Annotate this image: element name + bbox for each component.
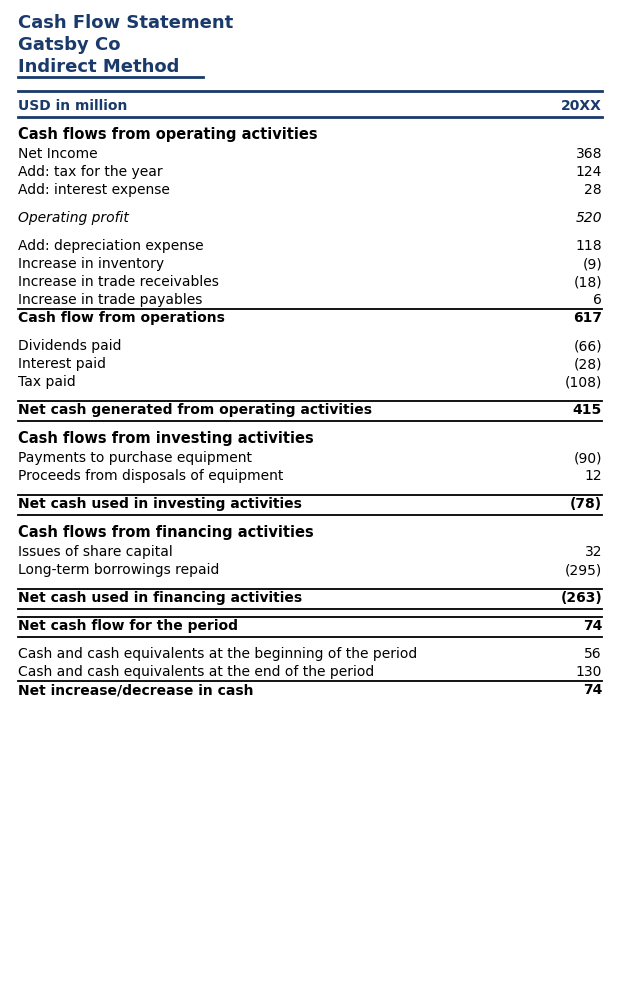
Text: 56: 56 [585, 647, 602, 661]
Text: Cash and cash equivalents at the beginning of the period: Cash and cash equivalents at the beginni… [18, 647, 417, 661]
Text: (90): (90) [574, 451, 602, 465]
Text: Tax paid: Tax paid [18, 375, 76, 389]
Text: Add: depreciation expense: Add: depreciation expense [18, 239, 203, 253]
Text: 32: 32 [585, 545, 602, 559]
Text: Net Income: Net Income [18, 147, 97, 161]
Text: Increase in trade receivables: Increase in trade receivables [18, 275, 219, 289]
Text: (295): (295) [565, 563, 602, 577]
Text: USD in million: USD in million [18, 99, 127, 113]
Text: Operating profit: Operating profit [18, 211, 129, 225]
Text: 6: 6 [593, 293, 602, 307]
Text: Gatsby Co: Gatsby Co [18, 36, 120, 54]
Text: 415: 415 [573, 403, 602, 417]
Text: (263): (263) [560, 591, 602, 605]
Text: Cash flows from financing activities: Cash flows from financing activities [18, 525, 314, 540]
Text: (78): (78) [570, 497, 602, 511]
Text: 118: 118 [575, 239, 602, 253]
Text: 12: 12 [585, 469, 602, 483]
Text: Long-term borrowings repaid: Long-term borrowings repaid [18, 563, 219, 577]
Text: (28): (28) [574, 357, 602, 371]
Text: Add: tax for the year: Add: tax for the year [18, 165, 162, 179]
Text: Payments to purchase equipment: Payments to purchase equipment [18, 451, 252, 465]
Text: Cash Flow Statement: Cash Flow Statement [18, 14, 233, 32]
Text: 124: 124 [575, 165, 602, 179]
Text: 74: 74 [583, 619, 602, 633]
Text: 617: 617 [573, 311, 602, 325]
Text: Net cash generated from operating activities: Net cash generated from operating activi… [18, 403, 372, 417]
Text: Dividends paid: Dividends paid [18, 339, 122, 353]
Text: Net cash used in financing activities: Net cash used in financing activities [18, 591, 302, 605]
Text: (108): (108) [565, 375, 602, 389]
Text: (18): (18) [574, 275, 602, 289]
Text: 520: 520 [575, 211, 602, 225]
Text: 28: 28 [585, 183, 602, 197]
Text: Net cash used in investing activities: Net cash used in investing activities [18, 497, 302, 511]
Text: Cash flows from operating activities: Cash flows from operating activities [18, 127, 317, 142]
Text: (9): (9) [582, 257, 602, 271]
Text: Cash and cash equivalents at the end of the period: Cash and cash equivalents at the end of … [18, 665, 374, 679]
Text: Net cash flow for the period: Net cash flow for the period [18, 619, 238, 633]
Text: Increase in inventory: Increase in inventory [18, 257, 164, 271]
Text: (66): (66) [574, 339, 602, 353]
Text: Cash flow from operations: Cash flow from operations [18, 311, 225, 325]
Text: Issues of share capital: Issues of share capital [18, 545, 173, 559]
Text: 20XX: 20XX [561, 99, 602, 113]
Text: Indirect Method: Indirect Method [18, 58, 179, 76]
Text: 74: 74 [583, 683, 602, 697]
Text: Add: interest expense: Add: interest expense [18, 183, 170, 197]
Text: Cash flows from investing activities: Cash flows from investing activities [18, 431, 314, 446]
Text: 368: 368 [575, 147, 602, 161]
Text: Proceeds from disposals of equipment: Proceeds from disposals of equipment [18, 469, 283, 483]
Text: Increase in trade payables: Increase in trade payables [18, 293, 202, 307]
Text: 130: 130 [575, 665, 602, 679]
Text: Net increase/decrease in cash: Net increase/decrease in cash [18, 683, 254, 697]
Text: Interest paid: Interest paid [18, 357, 106, 371]
